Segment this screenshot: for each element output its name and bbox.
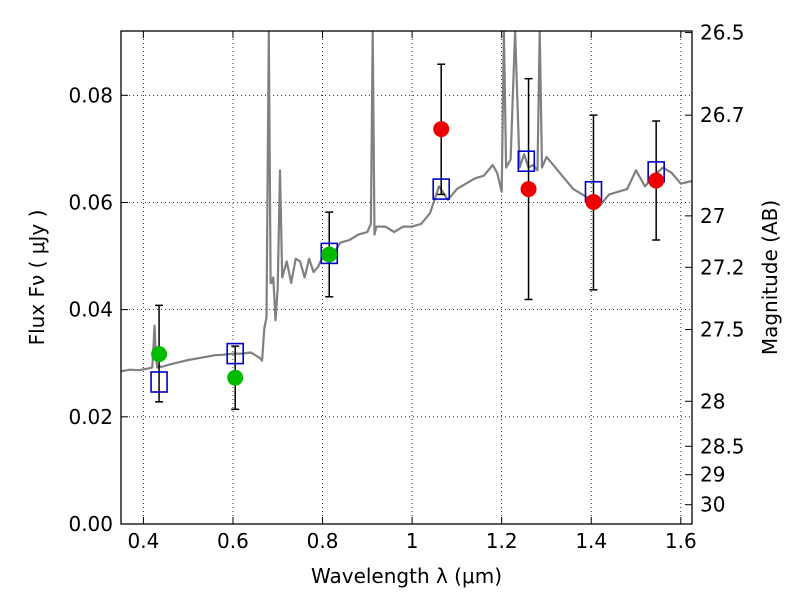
model-square-marker: [226, 342, 244, 365]
observed-point-marker: [648, 172, 665, 189]
observed-point-marker: [433, 121, 450, 138]
right-y-axis-title: Magnitude (AB): [758, 200, 782, 355]
y2-tick-label: 27: [700, 204, 725, 228]
observed-point-marker: [321, 246, 338, 263]
model-square-marker: [150, 371, 168, 393]
spectrum-line: [121, 31, 692, 373]
observed-point-marker: [585, 193, 602, 210]
y2-tick-label: 26.5: [700, 21, 745, 45]
y-axis-title: Flux Fν ( μJy ): [25, 210, 49, 346]
y2-tick-label: 26.7: [700, 103, 745, 127]
y-tick-label: 0.06: [68, 190, 113, 214]
y2-tick-label: 30: [700, 493, 725, 517]
y2-tick-label: 29: [700, 463, 725, 487]
axes-frame: [120, 30, 693, 525]
y-tick-label: 0.02: [68, 405, 113, 429]
y2-tick-label: 27.5: [700, 317, 745, 341]
observed-point-marker: [520, 181, 537, 198]
x-tick-label: 1: [406, 529, 419, 553]
plot-area: [121, 31, 692, 411]
observed-point-marker: [151, 346, 168, 363]
observed-point-marker: [227, 369, 244, 386]
y-tick-label: 0.00: [68, 512, 113, 536]
x-tick-label: 1.2: [486, 529, 518, 553]
model-square-marker: [432, 178, 451, 200]
y2-tick-label: 28.5: [700, 434, 745, 458]
x-tick-label: 1.6: [665, 529, 697, 553]
y-tick-label: 0.04: [68, 298, 113, 322]
x-axis-title: Wavelength λ (μm): [311, 564, 502, 588]
x-tick-label: 0.8: [307, 529, 339, 553]
y2-tick-label: 28: [700, 389, 725, 413]
model-square-marker: [320, 242, 339, 265]
y-tick-label: 0.08: [68, 83, 113, 107]
model-square-marker: [517, 150, 536, 173]
grid: [121, 31, 692, 525]
x-tick-label: 1.4: [575, 529, 607, 553]
x-tick-label: 0.4: [127, 529, 159, 553]
x-tick-label: 0.6: [217, 529, 249, 553]
y2-tick-label: 27.2: [700, 255, 745, 279]
ticks: 0.4 0.6 0.8 1 1.2 1.4 1.6 0.00 0.02 0.04 0.06 0.08 2…: [68, 21, 744, 553]
